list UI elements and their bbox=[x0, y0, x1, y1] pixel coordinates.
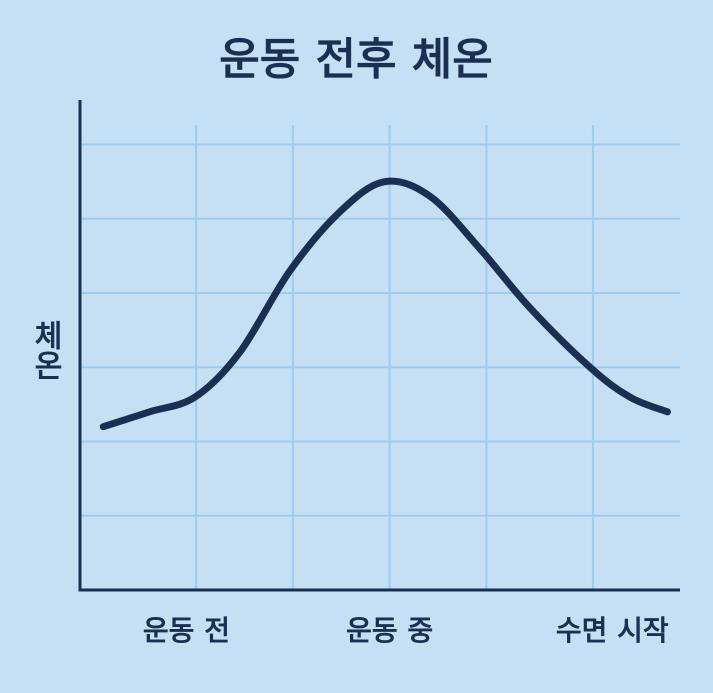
x-tick-label: 수면 시작 bbox=[556, 614, 669, 647]
y-axis-label: 체온 bbox=[28, 320, 63, 380]
x-tick-label: 운동 중 bbox=[346, 614, 433, 647]
axes bbox=[78, 100, 680, 592]
line bbox=[99, 177, 671, 431]
chart-title: 운동 전후 체온 bbox=[219, 34, 493, 85]
x-tick-label: 운동 전 bbox=[143, 614, 230, 647]
